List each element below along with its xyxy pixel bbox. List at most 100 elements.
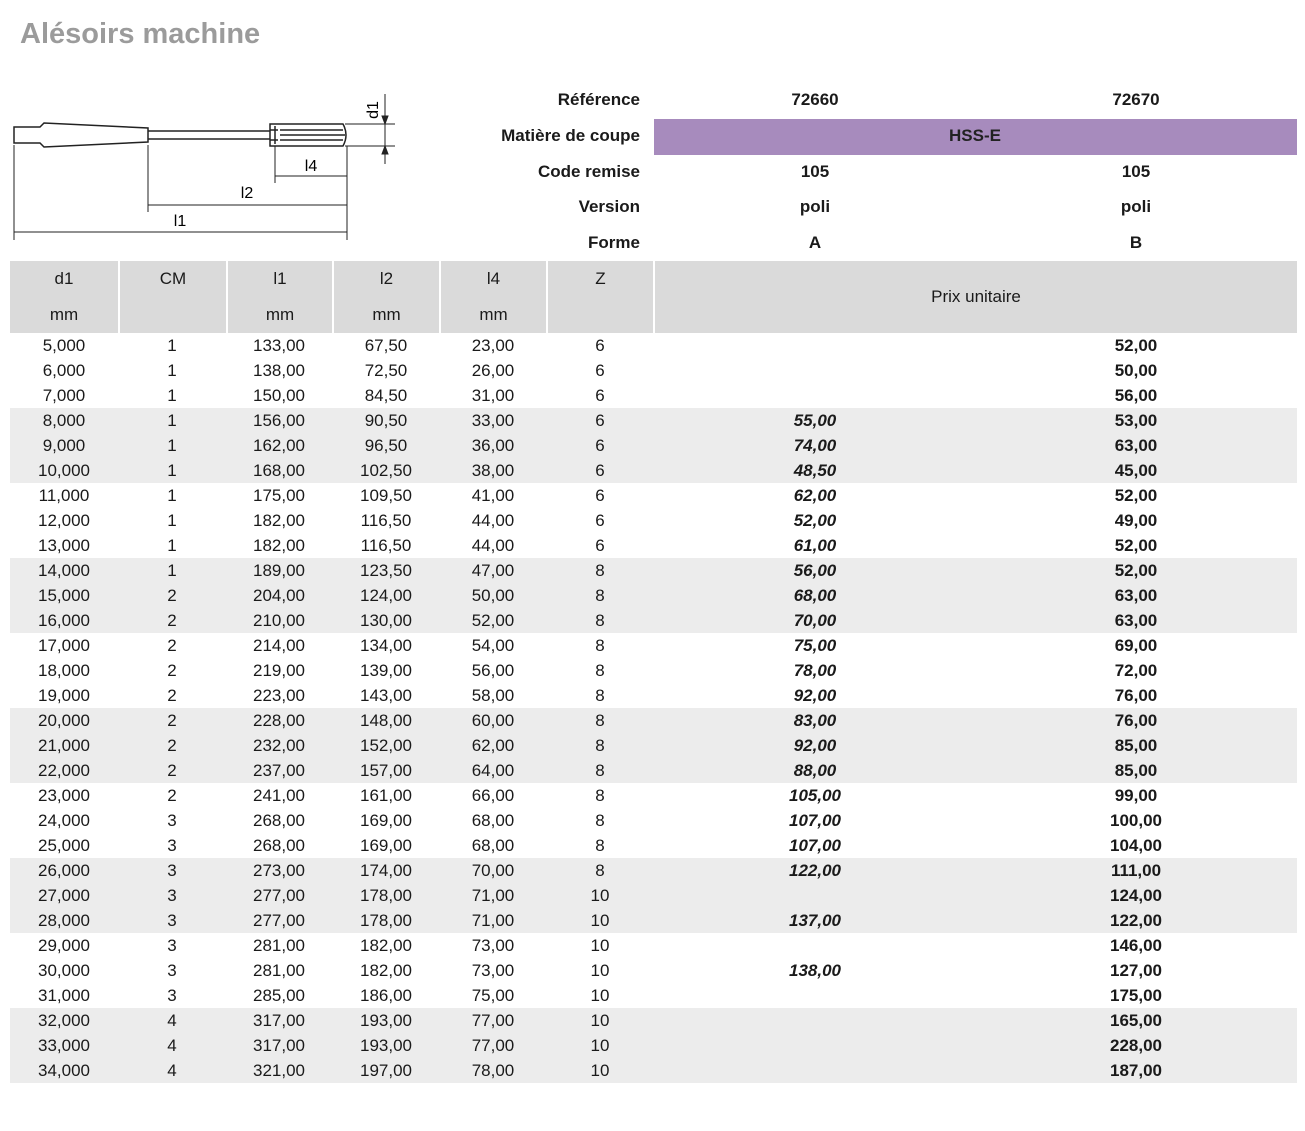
table-cell: 6 [595,336,605,355]
table-row: 27,000 3 277,00 178,00 71,00 10 124,00 [10,883,1297,908]
spec-value: HSS-E [949,126,1001,145]
table-cell: 71,00 [471,911,515,930]
header-unit: mm [372,305,401,324]
table-cell: 15,000 [38,586,90,605]
table-row: 8,000 1 156,00 90,50 33,00 6 55,00 53,00 [10,408,1297,433]
table-cell: 193,00 [360,1036,412,1055]
table-cell: 182,00 [360,936,412,955]
table-cell: 178,00 [360,886,412,905]
table-row: 9,000 1 162,00 96,50 36,00 6 74,00 63,00 [10,433,1297,458]
table-cell: 1 [167,511,177,530]
table-cell: 109,50 [360,486,412,505]
table-cell: 44,00 [471,536,515,555]
table-cell: 77,00 [471,1011,515,1030]
price: 88,00 [793,761,837,780]
table-cell: 2 [167,686,177,705]
table-cell: 8 [595,786,605,805]
table-cell: 193,00 [360,1011,412,1030]
price: 76,00 [1114,686,1158,705]
table-cell: 197,00 [360,1061,412,1080]
spec-label: Référence [557,90,640,109]
table-cell: 317,00 [253,1036,305,1055]
table-row: 13,000 1 182,00 116,50 44,00 6 61,00 52,00 [10,533,1297,558]
table-cell: 134,00 [360,636,412,655]
price: 62,00 [793,486,837,505]
table-cell: 189,00 [253,561,305,580]
table-cell: 38,00 [471,461,515,480]
table-cell: 161,00 [360,786,412,805]
table-cell: 3 [167,886,177,905]
spec-label: Forme [588,233,640,252]
price: 50,00 [1114,361,1158,380]
table-cell: 3 [167,911,177,930]
price: 105,00 [789,786,841,805]
table-cell: 169,00 [360,836,412,855]
table-cell: 33,000 [38,1036,90,1055]
table-cell: 3 [167,811,177,830]
table-cell: 1 [167,536,177,555]
table-cell: 8 [595,661,605,680]
price: 52,00 [1114,536,1158,555]
table-cell: 116,50 [360,536,412,555]
table-cell: 152,00 [360,736,412,755]
header-cell [120,261,226,333]
price: 228,00 [1110,1036,1162,1055]
table-cell: 169,00 [360,811,412,830]
table-cell: 73,00 [471,961,515,980]
table-cell: 241,00 [253,786,305,805]
header-text: l4 [486,269,501,288]
price: 75,00 [793,636,837,655]
table-cell: 68,00 [471,811,515,830]
table-row: 11,000 1 175,00 109,50 41,00 6 62,00 52,00 [10,483,1297,508]
spec-value: B [1129,233,1143,252]
price: 146,00 [1110,936,1162,955]
table-cell: 143,00 [360,686,412,705]
table-cell: 60,00 [471,711,515,730]
spec-label: Matière de coupe [501,126,640,145]
table-cell: 22,000 [38,761,90,780]
table-cell: 3 [167,961,177,980]
table-cell: 90,50 [364,411,408,430]
table-cell: 50,00 [471,586,515,605]
table-cell: 2 [167,786,177,805]
price: 100,00 [1110,811,1162,830]
table-cell: 168,00 [253,461,305,480]
table-cell: 2 [167,611,177,630]
table-cell: 6 [595,386,605,405]
table-cell: 6 [595,511,605,530]
table-cell: 317,00 [253,1011,305,1030]
table-row: 34,000 4 321,00 197,00 78,00 10 187,00 [10,1058,1297,1083]
table-row: 12,000 1 182,00 116,50 44,00 6 52,00 49,00 [10,508,1297,533]
table-cell: 7,000 [42,386,86,405]
table-cell: 1 [167,386,177,405]
table-cell: 175,00 [253,486,305,505]
table-cell: 10 [590,886,610,905]
table-cell: 30,000 [38,961,90,980]
price: 99,00 [1114,786,1158,805]
price: 52,00 [793,511,837,530]
table-cell: 8 [595,636,605,655]
price: 52,00 [1114,336,1158,355]
table-cell: 75,00 [471,986,515,1005]
table-cell: 1 [167,336,177,355]
table-cell: 116,50 [360,511,412,530]
table-cell: 34,000 [38,1061,90,1080]
price: 124,00 [1110,886,1162,905]
table-cell: 4 [167,1036,177,1055]
table-cell: 1 [167,436,177,455]
header-text: CM [159,269,187,288]
table-cell: 6 [595,486,605,505]
table-row: 17,000 2 214,00 134,00 54,00 8 75,00 69,00 [10,633,1297,658]
table-cell: 8 [595,586,605,605]
price: 107,00 [789,811,841,830]
table-cell: 6 [595,411,605,430]
spec-value: poli [1120,197,1152,216]
table-cell: 273,00 [253,861,305,880]
header-cell [10,261,118,333]
table-cell: 84,50 [364,386,408,405]
table-cell: 4 [167,1011,177,1030]
table-cell: 6 [595,361,605,380]
table-cell: 16,000 [38,611,90,630]
table-cell: 23,000 [38,786,90,805]
table-cell: 29,000 [38,936,90,955]
